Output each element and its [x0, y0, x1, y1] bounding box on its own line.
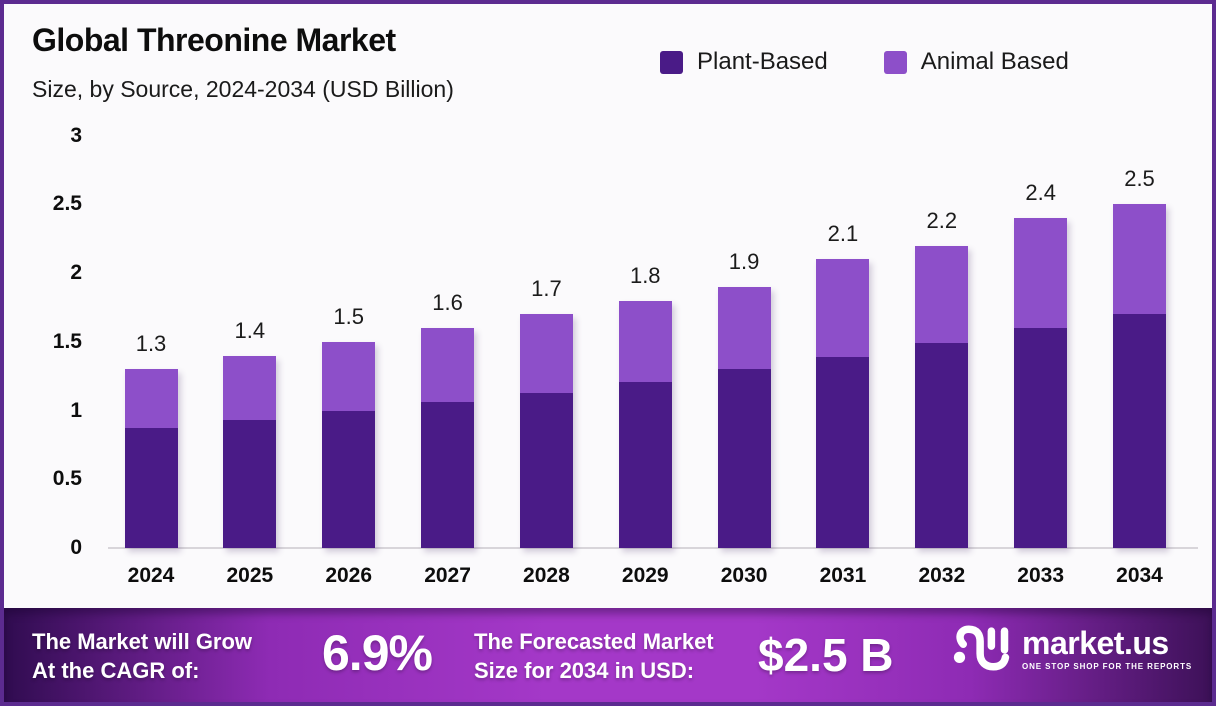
legend-item-animal-based: Animal Based: [883, 48, 1069, 76]
x-axis-label-2031: 2031: [819, 564, 867, 587]
bar-segment-animal-2028: [519, 314, 573, 393]
y-axis-tick-2: 2: [70, 261, 82, 284]
bar-total-label-2028: 1.7: [531, 276, 562, 302]
footer-banner: The Market will Grow At the CAGR of: 6.9…: [4, 608, 1212, 702]
page-title: Global Threonine Market: [32, 22, 396, 58]
x-axis-line: [108, 547, 1198, 549]
animal-based-legend-label: Animal Based: [920, 48, 1069, 75]
bar-segment-animal-2026: [322, 341, 376, 411]
bar-segment-plant-2024: [124, 428, 178, 548]
y-axis-tick-1.5: 1.5: [52, 329, 82, 353]
x-axis-label-2027: 2027: [424, 564, 471, 587]
x-axis-label-2024: 2024: [127, 564, 175, 587]
y-axis-tick-0: 0: [70, 536, 82, 559]
bar-group-2029: [618, 300, 672, 548]
x-axis-label-2026: 2026: [325, 564, 373, 587]
bar-segment-plant-2029: [618, 381, 672, 548]
bar-segment-plant-2026: [322, 410, 376, 548]
bar-segment-animal-2030: [717, 286, 771, 370]
bar-total-label-2034: 2.5: [1124, 166, 1155, 192]
market-us-logo-icon: [953, 625, 1010, 671]
x-axis-label-2032: 2032: [918, 564, 966, 587]
cagr-label: The Market will Grow At the CAGR of:: [32, 627, 252, 685]
legend-item-plant-based: Plant-Based: [660, 48, 828, 76]
forecast-value: $2.5 B: [758, 629, 894, 681]
y-axis-tick-0.5: 0.5: [52, 467, 82, 491]
bar-segment-plant-2027: [421, 402, 475, 548]
bar-total-label-2030: 1.9: [728, 248, 760, 274]
bar-segment-animal-2034: [1113, 204, 1166, 315]
bar-segment-plant-2033: [1014, 328, 1068, 548]
bar-segment-plant-2032: [915, 343, 969, 548]
bar-group-2034: [1113, 204, 1166, 548]
y-axis-tick-1: 1: [70, 398, 82, 422]
x-axis-label-2025: 2025: [226, 564, 274, 587]
forecast-label-line1: The Forecasted Market: [474, 629, 714, 654]
bar-segment-animal-2029: [618, 300, 672, 382]
bar-group-2033: [1014, 218, 1068, 548]
market-us-logo: market.us ONE STOP SHOP FOR THE REPORTS: [952, 621, 1192, 675]
bar-total-label-2032: 2.2: [926, 207, 958, 233]
bar-segment-animal-2033: [1014, 218, 1068, 328]
chart-plot: 0 0.5 1 1.5 2 2.5 3 1.3 2024 1.4 2025 1.5 2026 1.6 202…: [4, 4, 1212, 616]
bar-segment-plant-2034: [1113, 314, 1166, 548]
x-axis-label-2028: 2028: [523, 564, 570, 587]
bar-segment-animal-2024: [124, 369, 178, 429]
bar-segment-animal-2025: [223, 355, 277, 421]
bar-total-label-2025: 1.4: [234, 317, 266, 343]
bar-segment-animal-2032: [915, 245, 969, 344]
plant-based-legend-swatch: [660, 50, 683, 74]
x-axis-label-2029: 2029: [621, 564, 669, 587]
bar-group-2032: [915, 245, 969, 548]
bar-group-2027: [421, 328, 475, 548]
x-axis-label-2030: 2030: [720, 564, 768, 587]
bar-total-label-2026: 1.5: [333, 303, 364, 329]
bar-total-label-2029: 1.8: [629, 262, 661, 288]
bar-group-2028: [519, 314, 573, 548]
bar-segment-animal-2027: [421, 328, 475, 403]
x-axis-label-2033: 2033: [1017, 564, 1064, 587]
bar-segment-plant-2030: [717, 369, 771, 548]
legend: Plant-Based Animal Based: [660, 48, 1069, 76]
animal-based-legend-swatch: [883, 50, 907, 74]
bar-group-2026: [322, 341, 376, 548]
bar-group-2025: [223, 355, 277, 548]
plant-based-legend-label: Plant-Based: [697, 48, 828, 75]
bar-group-2024: [124, 369, 178, 548]
bar-group-2030: [717, 286, 771, 548]
market-us-logo-text: market.us: [1022, 624, 1169, 661]
page-subtitle: Size, by Source, 2024-2034 (USD Billion): [32, 76, 454, 102]
cagr-label-line2: At the CAGR of:: [32, 658, 200, 683]
bar-total-label-2024: 1.3: [135, 331, 167, 357]
bar-segment-plant-2025: [223, 420, 277, 548]
bar-segment-animal-2031: [816, 259, 870, 357]
bar-total-label-2027: 1.6: [432, 290, 463, 315]
forecast-label: The Forecasted Market Size for 2034 in U…: [474, 627, 714, 685]
bar-total-label-2033: 2.4: [1025, 180, 1056, 205]
y-axis-tick-2.5: 2.5: [52, 192, 82, 216]
bar-segment-plant-2028: [519, 392, 573, 548]
market-us-logo-tagline: ONE STOP SHOP FOR THE REPORTS: [1022, 661, 1193, 671]
forecast-label-line2: Size for 2034 in USD:: [474, 658, 695, 683]
bar-segment-plant-2031: [816, 356, 870, 548]
x-axis-label-2034: 2034: [1116, 564, 1163, 587]
cagr-value: 6.9%: [322, 625, 433, 681]
cagr-label-line1: The Market will Grow: [32, 629, 253, 654]
y-axis-tick-3: 3: [70, 123, 82, 147]
bar-group-2031: [816, 259, 870, 548]
bar-total-label-2031: 2.1: [827, 221, 859, 247]
